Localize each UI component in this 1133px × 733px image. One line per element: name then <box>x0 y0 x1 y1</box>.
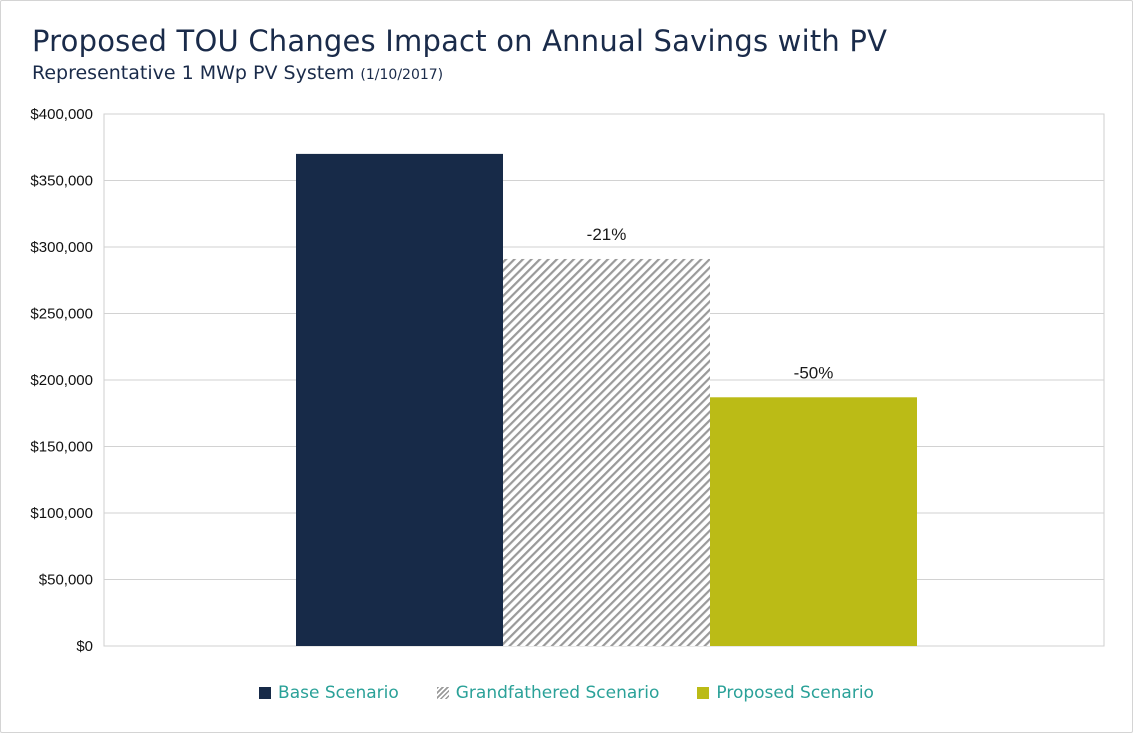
y-tick-label: $50,000 <box>39 572 93 589</box>
y-tick-label: $150,000 <box>30 439 93 456</box>
subtitle-main: Representative 1 MWp PV System <box>32 62 355 84</box>
y-tick-label: $100,000 <box>30 505 93 522</box>
legend-swatch <box>436 687 449 699</box>
y-tick-label: $350,000 <box>30 173 93 190</box>
legend-item: Proposed Scenario <box>697 683 874 703</box>
chart-title: Proposed TOU Changes Impact on Annual Sa… <box>32 24 888 58</box>
legend-item: Grandfathered Scenario <box>436 683 660 703</box>
legend-swatch <box>259 687 272 699</box>
legend-label: Proposed Scenario <box>716 683 874 703</box>
legend-item: Base Scenario <box>259 683 399 703</box>
legend-label: Grandfathered Scenario <box>455 683 660 703</box>
y-tick-label: $200,000 <box>30 372 93 389</box>
y-tick-label: $300,000 <box>30 239 93 256</box>
bar-grandfathered-scenario <box>503 258 710 646</box>
legend-swatch <box>697 687 710 699</box>
legend-label: Base Scenario <box>278 683 399 703</box>
y-tick-label: $250,000 <box>30 306 93 323</box>
data-label: -21% <box>587 225 627 244</box>
bar-proposed-scenario <box>710 397 917 646</box>
y-tick-label: $0 <box>76 638 93 655</box>
bar-base-scenario <box>296 153 503 646</box>
chart-subtitle: Representative 1 MWp PV System (1/10/201… <box>32 62 443 84</box>
subtitle-date: (1/10/2017) <box>360 67 444 83</box>
chart-legend: Base Scenario Grandfathered Scenario Propo… <box>0 683 1133 703</box>
data-label: -50% <box>794 363 834 382</box>
y-tick-label: $400,000 <box>30 106 93 123</box>
